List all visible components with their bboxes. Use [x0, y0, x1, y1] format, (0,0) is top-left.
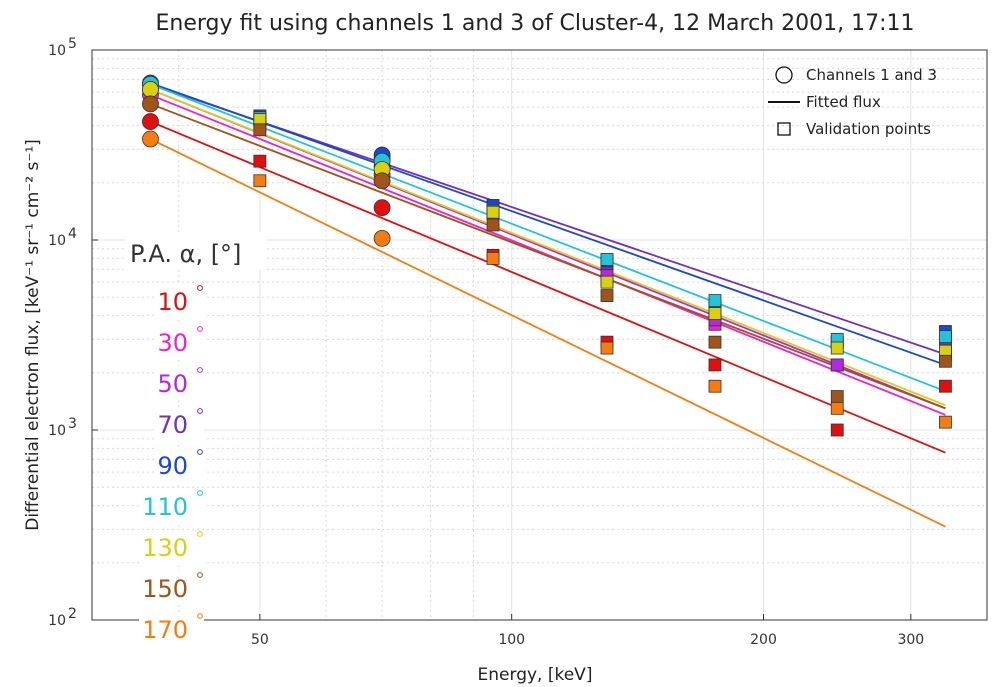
- validation-point: [254, 175, 266, 187]
- validation-point: [939, 331, 951, 343]
- channel-point: [142, 81, 158, 97]
- validation-point: [831, 359, 843, 371]
- legend-circle-icon: [776, 67, 792, 83]
- validation-point: [939, 380, 951, 392]
- legend-label: Validation points: [806, 120, 931, 138]
- legend-square-icon: [778, 123, 790, 135]
- y-tick-exponent: 2: [68, 606, 77, 622]
- validation-point: [254, 124, 266, 136]
- validation-point: [487, 219, 499, 231]
- validation-point: [939, 416, 951, 428]
- pa-label: 10: [157, 288, 188, 316]
- y-axis-label: Differential electron flux, [keV⁻¹ sr⁻¹ …: [23, 139, 43, 531]
- y-tick-exponent: 5: [68, 36, 77, 52]
- channel-point: [374, 200, 390, 216]
- x-tick-label: 100: [498, 632, 525, 648]
- validation-point: [487, 206, 499, 218]
- channel-point: [374, 230, 390, 246]
- fit-line: [150, 95, 945, 415]
- channel-point: [142, 131, 158, 147]
- channel-point: [142, 96, 158, 112]
- validation-point: [601, 276, 613, 288]
- validation-point: [709, 295, 721, 307]
- y-tick-exponent: 4: [68, 226, 77, 242]
- validation-point: [601, 290, 613, 302]
- pa-label: 130: [142, 534, 188, 562]
- validation-point: [831, 391, 843, 403]
- validation-point: [709, 336, 721, 348]
- pa-label: 50: [157, 370, 188, 398]
- pa-label: 30: [157, 329, 188, 357]
- fit-line: [150, 139, 945, 527]
- x-tick-label: 50: [251, 632, 269, 648]
- y-tick-label: 10: [48, 43, 66, 59]
- validation-point: [831, 342, 843, 354]
- y-tick-label: 10: [48, 233, 66, 249]
- y-tick-exponent: 3: [68, 416, 77, 432]
- chart-title: Energy fit using channels 1 and 3 of Clu…: [156, 11, 915, 36]
- validation-point: [939, 355, 951, 367]
- pa-header: P.A. α, [°]: [130, 240, 241, 268]
- y-tick-label: 10: [48, 613, 66, 629]
- channel-point: [142, 114, 158, 130]
- pa-label: 90: [157, 452, 188, 480]
- pa-label: 170: [142, 616, 188, 644]
- channel-point: [374, 173, 390, 189]
- pa-label: 150: [142, 575, 188, 603]
- validation-point: [487, 252, 499, 264]
- fit-line: [150, 122, 945, 453]
- y-tick-label: 10: [48, 423, 66, 439]
- x-axis-label: Energy, [keV]: [478, 665, 593, 685]
- legend: Channels 1 and 3 Fitted flux Validation po…: [768, 66, 937, 138]
- pa-label: 110: [142, 493, 188, 521]
- x-ticks: 50 100 200 300: [251, 614, 924, 648]
- legend-label: Fitted flux: [806, 93, 881, 111]
- validation-point: [601, 253, 613, 265]
- x-tick-label: 300: [897, 632, 924, 648]
- validation-point: [601, 342, 613, 354]
- validation-point: [831, 424, 843, 436]
- validation-point: [709, 308, 721, 320]
- validation-point: [831, 402, 843, 414]
- legend-label: Channels 1 and 3: [806, 66, 937, 84]
- pa-label: 70: [157, 411, 188, 439]
- validation-point: [254, 155, 266, 167]
- validation-point: [709, 380, 721, 392]
- x-tick-label: 200: [750, 632, 777, 648]
- validation-point: [709, 359, 721, 371]
